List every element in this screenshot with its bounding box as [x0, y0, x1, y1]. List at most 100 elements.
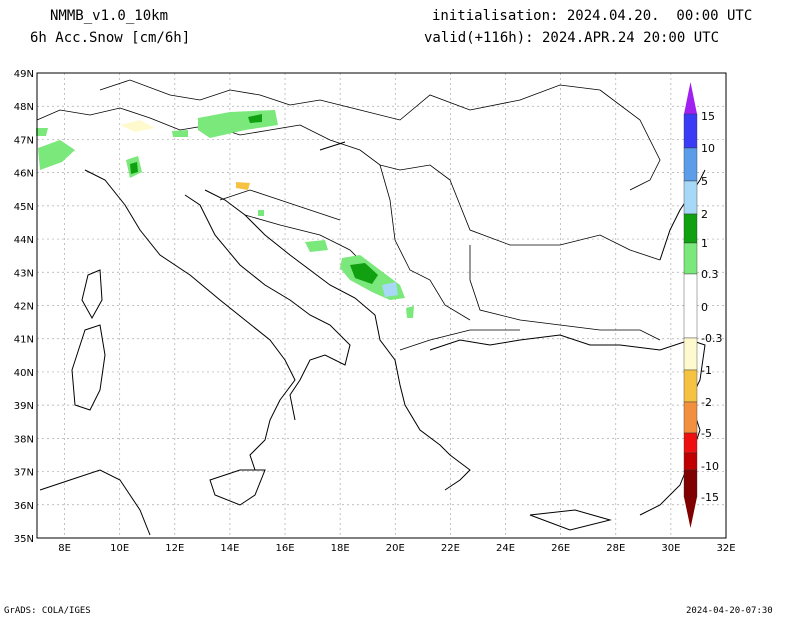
snow-alps-west — [38, 140, 75, 170]
colorbar-label: 0 — [701, 301, 708, 314]
colorbar-segment — [683, 452, 698, 471]
border-germany-czech — [99, 79, 291, 106]
snow-shading — [36, 110, 414, 318]
lon-label: 16E — [276, 543, 295, 554]
colorbar-label: 1 — [701, 237, 708, 250]
init-time: initialisation: 2024.04.20. 00:00 UTC — [432, 8, 753, 24]
colorbar-label: 15 — [701, 110, 715, 123]
snow-montenegro-core — [350, 263, 378, 284]
snow-austria — [198, 110, 278, 138]
lon-label: 28E — [606, 543, 625, 554]
colorbar-segment — [683, 337, 698, 371]
lake — [319, 141, 346, 151]
lon-labels: 8E 10E 12E 14E 16E 18E 20E 22E 24E 26E 28E 30E 32E — [58, 543, 735, 554]
colorbar-label: -2 — [701, 396, 712, 409]
lat-label: 48N — [14, 102, 34, 113]
colorbar-segment — [683, 273, 698, 339]
colorbar-segment — [683, 432, 698, 454]
lon-label: 20E — [386, 543, 405, 554]
colorbar-label: 2 — [701, 208, 708, 221]
footer-timestamp: 2024-04-20-07:30 — [686, 606, 773, 616]
snow-bosnia-small — [305, 240, 328, 252]
colorbar-segment — [683, 113, 698, 149]
border-alps — [36, 107, 301, 136]
plot-frame — [36, 72, 727, 539]
border-hungary — [299, 124, 451, 181]
lon-label: 30E — [661, 543, 680, 554]
colorbar-label: 10 — [701, 142, 715, 155]
coast-africa — [39, 469, 151, 536]
lon-label: 32E — [716, 543, 735, 554]
lat-label: 42N — [14, 302, 34, 313]
colorbar-top-arrow — [684, 82, 697, 114]
coast-italy-west — [84, 169, 296, 471]
snow-albania — [406, 306, 414, 318]
borders — [36, 79, 661, 351]
colorbar: 15 10 5 2 1 0.3 0 -0.3 -1 -2 -5 -10 -15 — [683, 82, 722, 528]
colorbar-segment — [683, 242, 698, 275]
snow-dolomites-core — [130, 162, 138, 174]
colorbar-label: 5 — [701, 175, 708, 188]
border-romania — [449, 179, 661, 261]
colorbar-label: -1 — [701, 364, 712, 377]
coast-sardinia — [71, 324, 106, 411]
snow-switzerland — [120, 120, 155, 132]
lon-label: 26E — [551, 543, 570, 554]
border-greece — [399, 329, 520, 351]
snow-austria-core — [248, 114, 262, 123]
lat-label: 36N — [14, 501, 34, 512]
colorbar-label: 0.3 — [701, 268, 719, 281]
lat-label: 43N — [14, 268, 34, 279]
lon-label: 22E — [441, 543, 460, 554]
border-ukraine — [599, 89, 661, 191]
snow-croatia-dot — [258, 210, 264, 216]
lat-label: 47N — [14, 135, 34, 146]
colorbar-label: -5 — [701, 427, 712, 440]
coast-balkans — [204, 189, 471, 491]
border-croatia — [219, 189, 341, 221]
colorbar-bottom-arrow — [684, 497, 697, 528]
lat-label: 44N — [14, 235, 34, 246]
lat-label: 46N — [14, 169, 34, 180]
snow-slovenia — [236, 182, 250, 190]
snow-austria-small — [172, 130, 188, 137]
lat-label: 38N — [14, 434, 34, 445]
lat-label: 40N — [14, 368, 34, 379]
lat-label: 35N — [14, 534, 34, 545]
colorbar-segment — [683, 401, 698, 434]
lon-label: 18E — [331, 543, 350, 554]
coast-crete — [529, 509, 612, 531]
snow-montenegro-blue — [382, 282, 398, 297]
coast-italy-east — [184, 194, 351, 421]
colorbar-label: -0.3 — [701, 332, 722, 345]
coast-aegean — [429, 334, 706, 516]
lon-label: 14E — [220, 543, 239, 554]
model-title: NMMB_v1.0_10km — [50, 8, 169, 24]
coast-sicily — [209, 469, 266, 506]
lat-label: 49N — [14, 69, 34, 80]
border-bulgaria — [469, 245, 661, 341]
lon-label: 8E — [58, 543, 71, 554]
valid-time: valid(+116h): 2024.APR.24 20:00 UTC — [424, 30, 720, 46]
lat-label: 41N — [14, 335, 34, 346]
border-poland — [289, 84, 601, 121]
lat-label: 39N — [14, 401, 34, 412]
footer-grads: GrADS: COLA/IGES — [4, 606, 91, 616]
lat-grid — [37, 72, 726, 539]
lat-label: 45N — [14, 202, 34, 213]
lon-label: 24E — [496, 543, 515, 554]
coast-blacksea — [659, 169, 706, 261]
coast-corsica — [81, 269, 103, 320]
colorbar-segment — [683, 213, 698, 244]
snow-alps-west-edge — [36, 128, 48, 136]
lon-label: 12E — [165, 543, 184, 554]
colorbar-segment — [683, 369, 698, 403]
border-serbia — [379, 164, 471, 321]
colorbar-segment — [683, 147, 698, 182]
lat-label: 37N — [14, 468, 34, 479]
lat-labels: 35N 36N 37N 38N 39N 40N 41N 42N 43N 44N 45N 46N 47N 4… — [14, 69, 34, 545]
colorbar-segment — [683, 180, 698, 215]
lon-label: 10E — [110, 543, 129, 554]
colorbar-label: -10 — [701, 460, 719, 473]
